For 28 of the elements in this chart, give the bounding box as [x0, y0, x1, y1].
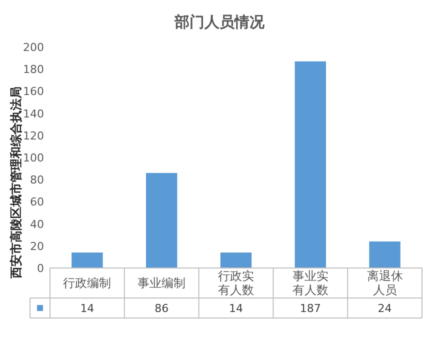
y-tick-label: 200: [23, 41, 44, 54]
y-axis-title: 西安市高陵区城市管理和综合执法局: [9, 86, 23, 280]
y-tick-label: 40: [30, 218, 44, 231]
y-tick-label: 160: [23, 85, 44, 98]
x-tick-label: 行政实有人数: [218, 269, 254, 297]
bar: [220, 252, 252, 268]
bar: [294, 61, 326, 268]
bar: [146, 172, 178, 268]
y-tick-label: 80: [30, 174, 44, 187]
chart-title: 部门人员情况: [174, 13, 266, 31]
y-tick-label: 0: [37, 262, 44, 275]
y-tick-label: 180: [23, 63, 44, 76]
data-label: 14: [229, 302, 243, 315]
y-tick-label: 100: [23, 152, 44, 164]
data-label: 14: [80, 302, 94, 315]
x-tick-label: 行政编制: [63, 276, 112, 290]
data-label: 24: [378, 302, 392, 315]
y-tick-label: 20: [30, 240, 44, 253]
x-tick-label: 离退休人员: [366, 269, 403, 297]
x-tick-label: 事业编制: [138, 276, 186, 290]
data-label: 187: [300, 302, 321, 315]
y-tick-label: 140: [23, 107, 44, 120]
bar: [369, 241, 400, 268]
bar: [72, 252, 103, 268]
data-label: 86: [154, 302, 169, 315]
x-tick-label: 事业实有人数: [292, 269, 328, 297]
y-tick-label: 60: [30, 196, 44, 209]
y-tick-label: 120: [23, 129, 44, 142]
